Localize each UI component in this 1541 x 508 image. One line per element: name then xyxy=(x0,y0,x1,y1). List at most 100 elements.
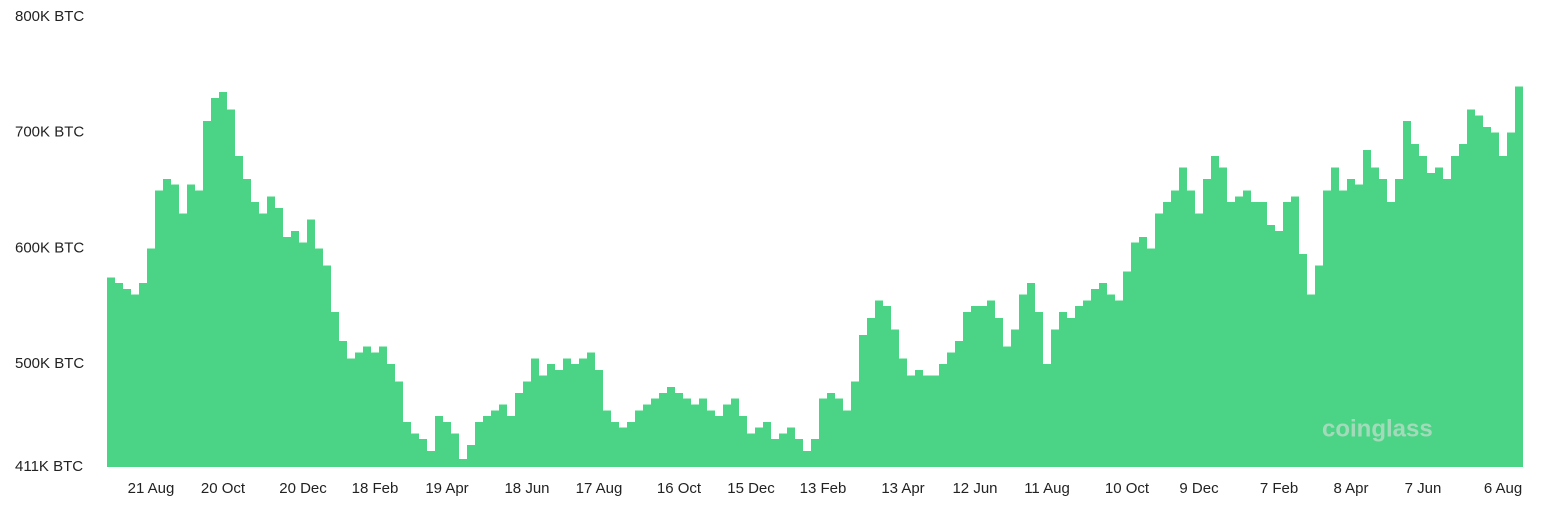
bar xyxy=(283,236,291,467)
bar xyxy=(107,277,115,467)
bar xyxy=(235,155,243,467)
bar xyxy=(1507,132,1515,468)
bar xyxy=(1235,196,1243,467)
bar xyxy=(931,375,939,467)
bar xyxy=(363,346,371,467)
bar xyxy=(211,97,219,467)
bar xyxy=(427,450,435,467)
bar xyxy=(755,427,763,467)
bar xyxy=(1155,213,1163,467)
bar xyxy=(1067,317,1075,467)
x-tick-label: 6 Aug xyxy=(1484,480,1522,497)
bar xyxy=(571,364,579,467)
bar xyxy=(219,92,227,467)
bar xyxy=(307,219,315,467)
bar xyxy=(1123,271,1131,467)
x-tick-label: 17 Aug xyxy=(576,480,623,497)
bar xyxy=(827,392,835,467)
x-tick-label: 10 Oct xyxy=(1105,480,1150,497)
bar xyxy=(1371,167,1379,467)
bar xyxy=(187,184,195,467)
x-tick-label: 7 Jun xyxy=(1405,480,1442,497)
bar xyxy=(515,392,523,467)
bar xyxy=(1139,236,1147,467)
bar xyxy=(787,427,795,467)
bar xyxy=(1099,283,1107,467)
bar xyxy=(1051,329,1059,467)
bar xyxy=(1203,178,1211,467)
bar xyxy=(795,439,803,467)
bar xyxy=(771,439,779,467)
bar xyxy=(627,421,635,467)
x-tick-label: 11 Aug xyxy=(1024,480,1070,497)
bar xyxy=(723,404,731,467)
bar xyxy=(731,398,739,467)
x-tick-label: 8 Apr xyxy=(1333,480,1368,497)
bar xyxy=(851,381,859,467)
x-tick-label: 20 Dec xyxy=(279,480,327,497)
bar xyxy=(699,398,707,467)
bar xyxy=(867,317,875,467)
bar xyxy=(1419,155,1427,467)
bar xyxy=(1091,288,1099,467)
bar xyxy=(1179,167,1187,467)
bar xyxy=(1107,294,1115,467)
bar xyxy=(371,352,379,467)
bar xyxy=(979,306,987,467)
bar xyxy=(1427,173,1435,467)
bar xyxy=(1115,300,1123,467)
bar xyxy=(659,392,667,467)
bar xyxy=(411,433,419,467)
bar xyxy=(1291,196,1299,467)
bar xyxy=(819,398,827,467)
bar xyxy=(555,369,563,467)
bar xyxy=(995,317,1003,467)
bar xyxy=(1035,311,1043,467)
x-tick-label: 13 Apr xyxy=(881,480,924,497)
bar xyxy=(1147,248,1155,467)
bar xyxy=(987,300,995,467)
bar xyxy=(1411,144,1419,467)
bar xyxy=(155,190,163,467)
bar xyxy=(971,306,979,467)
bar xyxy=(547,364,555,467)
bar xyxy=(939,364,947,467)
bar xyxy=(1491,132,1499,468)
bar xyxy=(355,352,363,467)
bar xyxy=(1331,167,1339,467)
bar xyxy=(635,410,643,467)
bar xyxy=(707,410,715,467)
bar xyxy=(227,109,235,468)
bar xyxy=(1027,283,1035,467)
bar xyxy=(467,445,475,467)
bar xyxy=(251,202,259,468)
x-tick-label: 19 Apr xyxy=(425,480,468,497)
bar xyxy=(923,375,931,467)
x-tick-label: 18 Feb xyxy=(352,480,399,497)
bar xyxy=(1219,167,1227,467)
bar xyxy=(507,416,515,467)
bar xyxy=(587,352,595,467)
bar xyxy=(1347,178,1355,467)
bar xyxy=(619,427,627,467)
bar xyxy=(1459,144,1467,467)
bar xyxy=(739,416,747,467)
bar xyxy=(1251,202,1259,468)
bar xyxy=(299,242,307,467)
bar xyxy=(1395,178,1403,467)
bar xyxy=(1171,190,1179,467)
bar xyxy=(683,398,691,467)
bar xyxy=(459,458,467,467)
watermark: coinglass xyxy=(1322,415,1433,442)
bar xyxy=(1267,225,1275,467)
bar xyxy=(1227,202,1235,468)
bar xyxy=(475,421,483,467)
bar xyxy=(1131,242,1139,467)
bar xyxy=(1339,190,1347,467)
bar xyxy=(435,416,443,467)
bar xyxy=(883,306,891,467)
bar xyxy=(379,346,387,467)
y-tick-label: 600K BTC xyxy=(15,239,84,256)
bar xyxy=(747,433,755,467)
bar xyxy=(1387,202,1395,468)
